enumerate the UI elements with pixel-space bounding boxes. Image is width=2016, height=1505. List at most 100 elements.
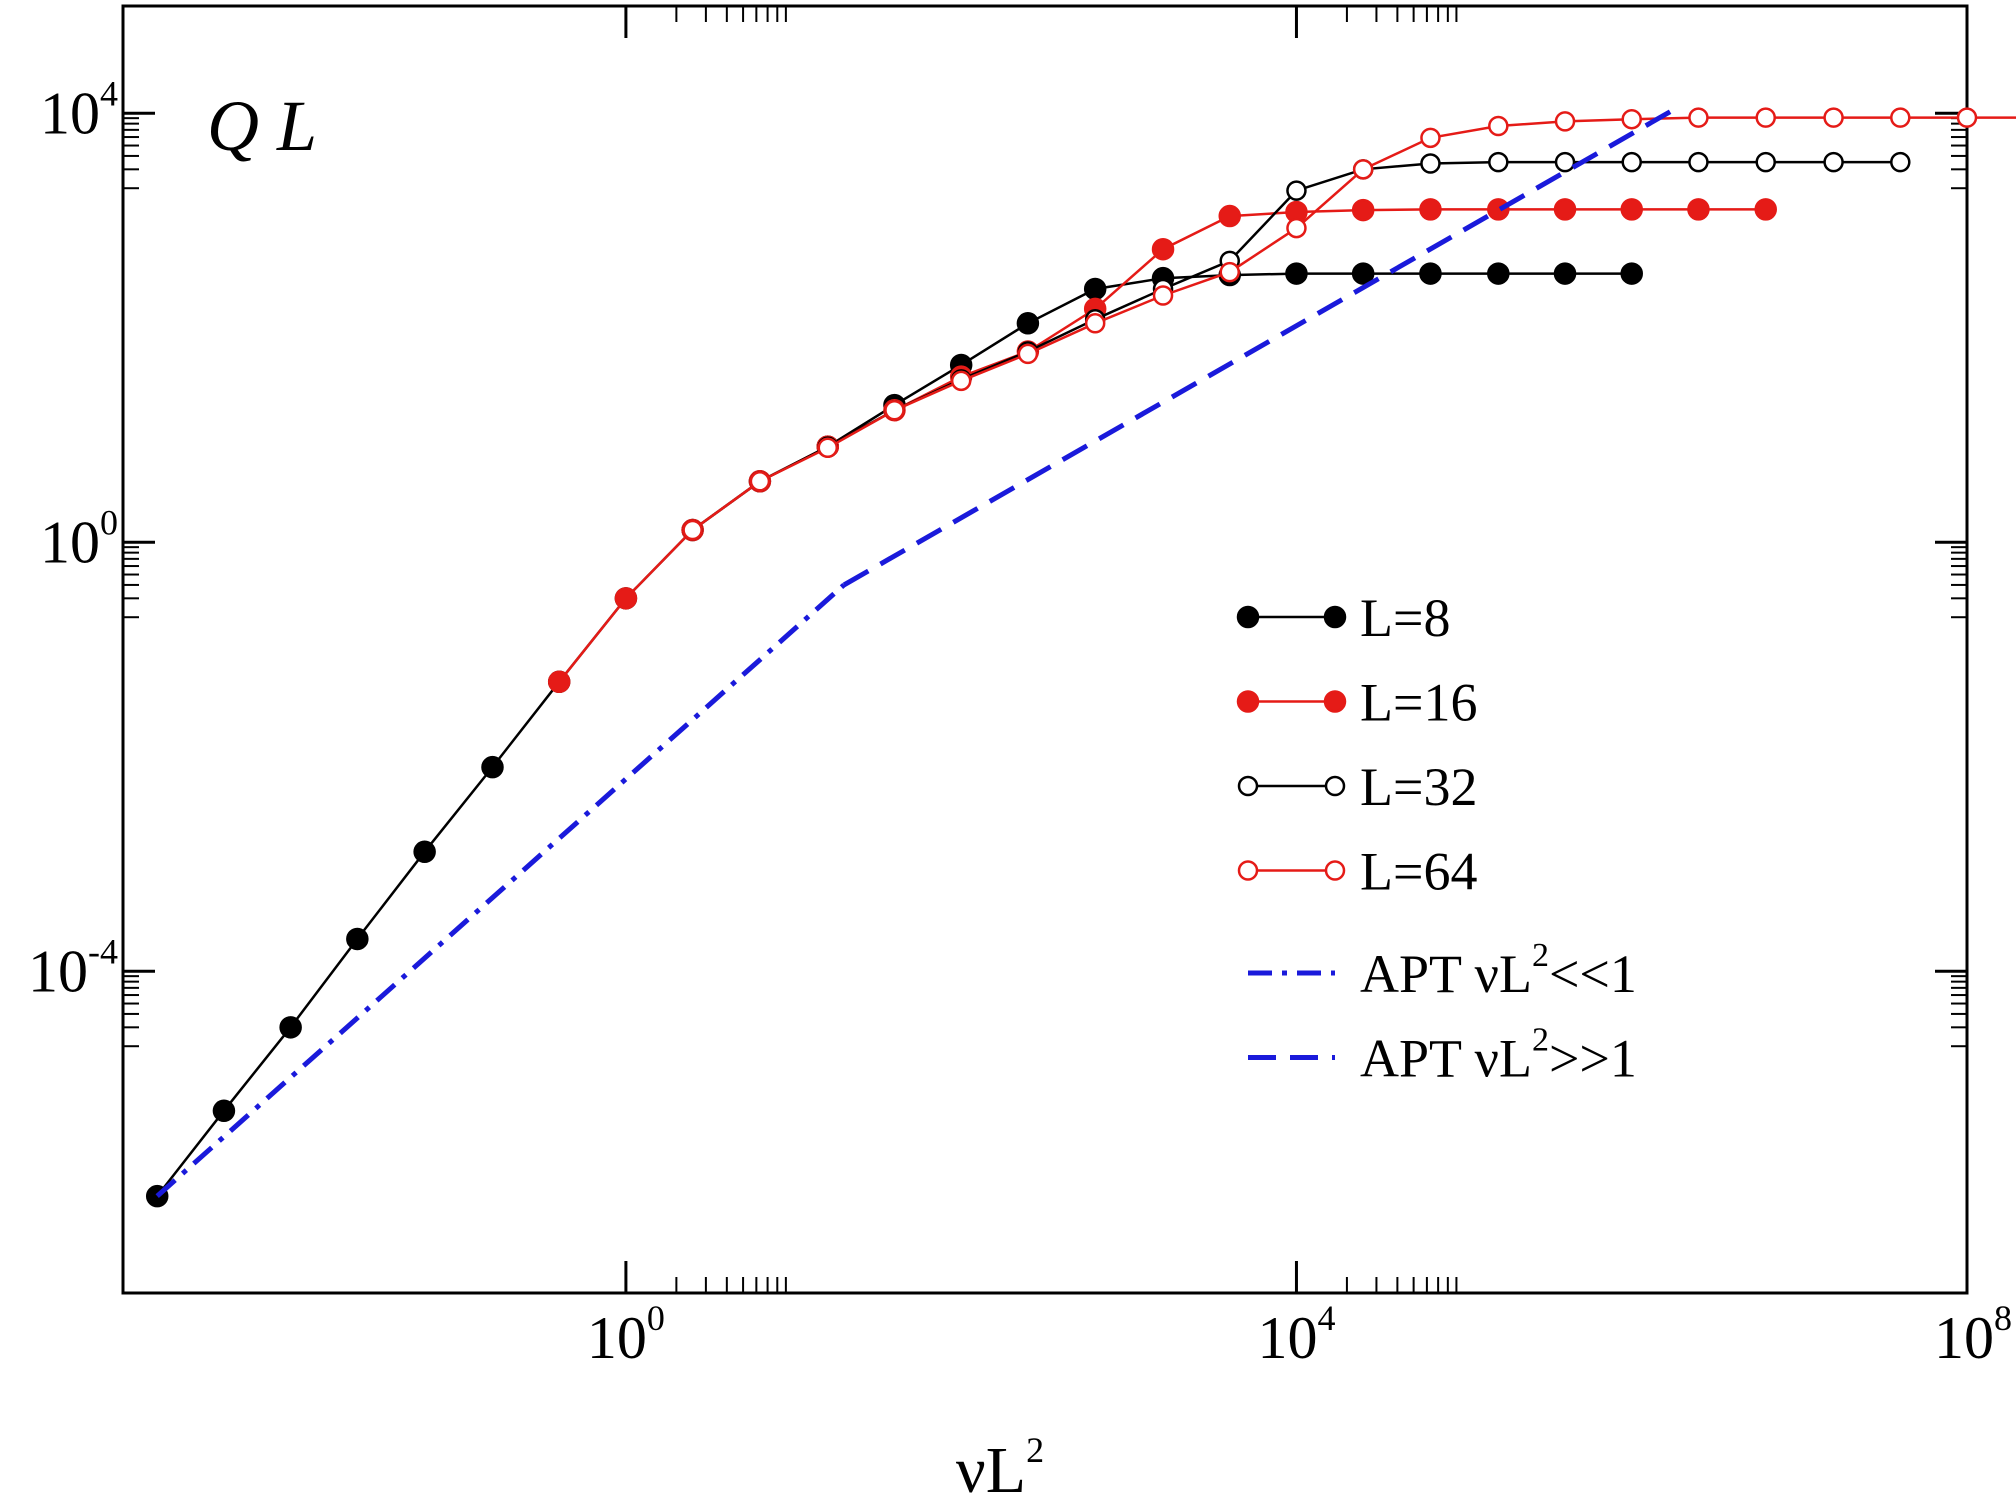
x-tick-label-base: 10 — [587, 1305, 647, 1371]
x-tick-label-exp: 8 — [1994, 1298, 2012, 1338]
legend-label-text: APT νL — [1360, 944, 1532, 1004]
data-point — [1554, 111, 1576, 132]
legend-marker — [1323, 690, 1347, 713]
data-point — [1488, 115, 1509, 137]
legend-label: L=8 — [1360, 588, 1450, 648]
legend-marker — [1237, 775, 1259, 797]
y-tick-label: 100 — [40, 502, 118, 575]
legend-marker — [1236, 605, 1260, 629]
data-point — [1351, 198, 1375, 222]
x-tick-label: 104 — [1257, 1298, 1335, 1371]
data-point — [1755, 107, 1776, 128]
data-point — [1688, 107, 1709, 128]
data-point — [1554, 151, 1576, 173]
x-tick-label-base: 10 — [1257, 1305, 1317, 1371]
series-apt-l-1 — [842, 102, 1684, 588]
series-line — [691, 116, 2016, 532]
legend-label-sup: 2 — [1532, 1022, 1549, 1059]
axis-ticks — [123, 6, 1969, 1293]
data-point — [1487, 262, 1510, 285]
legend-label: APT νL2>>1 — [1360, 1022, 1637, 1089]
y-tick-label: 10-4 — [28, 931, 118, 1004]
data-point — [1016, 312, 1040, 335]
data-point — [682, 519, 703, 541]
data-point — [346, 927, 369, 951]
data-point — [1487, 198, 1510, 221]
legend-label-sup: 2 — [1532, 937, 1549, 974]
legend-item-apt-l-1: APT νL2>>1 — [1248, 1022, 1637, 1089]
data-point — [614, 587, 638, 610]
data-point — [279, 1016, 302, 1039]
plot-title: Q L — [207, 86, 317, 166]
series-l-64 — [682, 107, 2016, 541]
data-point — [950, 370, 972, 392]
data-point — [1084, 313, 1106, 334]
data-point — [1352, 159, 1374, 180]
data-point — [481, 755, 504, 779]
legend-label-text-rest: <<1 — [1549, 944, 1637, 1004]
data-point — [1553, 198, 1577, 221]
data-point — [1152, 285, 1174, 306]
data-point — [884, 400, 905, 421]
series-line — [155, 583, 846, 1198]
data-point — [1151, 237, 1175, 261]
data-point — [1286, 217, 1307, 239]
legend-item-l-8: L=8 — [1236, 588, 1450, 648]
legend-item-l-64: L=64 — [1237, 842, 1477, 902]
y-tick-label-base: 10 — [28, 938, 88, 1004]
data-point — [1620, 198, 1643, 221]
legend-label: L=32 — [1360, 757, 1477, 817]
x-tick-label-exp: 4 — [1317, 1298, 1335, 1338]
data-point — [1620, 262, 1643, 285]
data-point — [1351, 262, 1375, 285]
data-point — [1488, 151, 1509, 173]
data-point — [1219, 261, 1240, 283]
data-point — [1419, 262, 1442, 285]
data-point — [1823, 151, 1844, 173]
data-point — [1754, 198, 1777, 221]
data-point — [749, 471, 771, 492]
x-axis-label-sup: 2 — [1026, 1430, 1044, 1470]
legend-label-text-rest: >>1 — [1549, 1029, 1637, 1089]
data-point — [1890, 151, 1911, 173]
data-point — [1621, 151, 1642, 173]
data-point — [1890, 107, 1911, 128]
plot-series — [145, 102, 2016, 1208]
plot-frame — [121, 4, 1969, 1295]
legend-item-apt-l-1: APT νL2<<1 — [1248, 937, 1637, 1004]
data-point — [1420, 153, 1441, 174]
data-point — [1621, 108, 1642, 130]
legend-marker — [1324, 860, 1346, 881]
data-point — [1956, 107, 1978, 128]
data-point — [1083, 277, 1107, 301]
x-tick-label-exp: 0 — [647, 1298, 665, 1338]
data-point — [1823, 107, 1844, 128]
x-tick-label-base: 10 — [1934, 1305, 1994, 1371]
legend-marker — [1236, 690, 1260, 713]
plot-frame-rect — [121, 4, 1969, 1295]
y-tick-label-exp: 4 — [100, 73, 118, 113]
series-line — [842, 102, 1684, 588]
data-point — [212, 1099, 236, 1123]
data-point — [547, 670, 571, 694]
legend-item-l-32: L=32 — [1237, 757, 1477, 817]
y-tick-label-exp: 0 — [100, 502, 118, 542]
data-point — [1688, 151, 1709, 173]
legend-marker — [1323, 605, 1347, 629]
data-point — [817, 437, 839, 459]
x-tick-label: 100 — [587, 1298, 665, 1371]
legend-marker — [1237, 860, 1259, 881]
data-point — [1687, 198, 1710, 221]
data-point — [1285, 262, 1308, 285]
y-tick-label-base: 10 — [40, 80, 100, 146]
y-tick-label: 104 — [40, 73, 118, 146]
legend-label-text: APT νL — [1360, 1029, 1532, 1089]
legend-item-l-16: L=16 — [1236, 673, 1477, 733]
data-point — [1420, 127, 1441, 149]
data-point — [1755, 151, 1776, 173]
legend-label: L=16 — [1360, 673, 1477, 733]
x-axis-label: νL2 — [956, 1430, 1044, 1505]
